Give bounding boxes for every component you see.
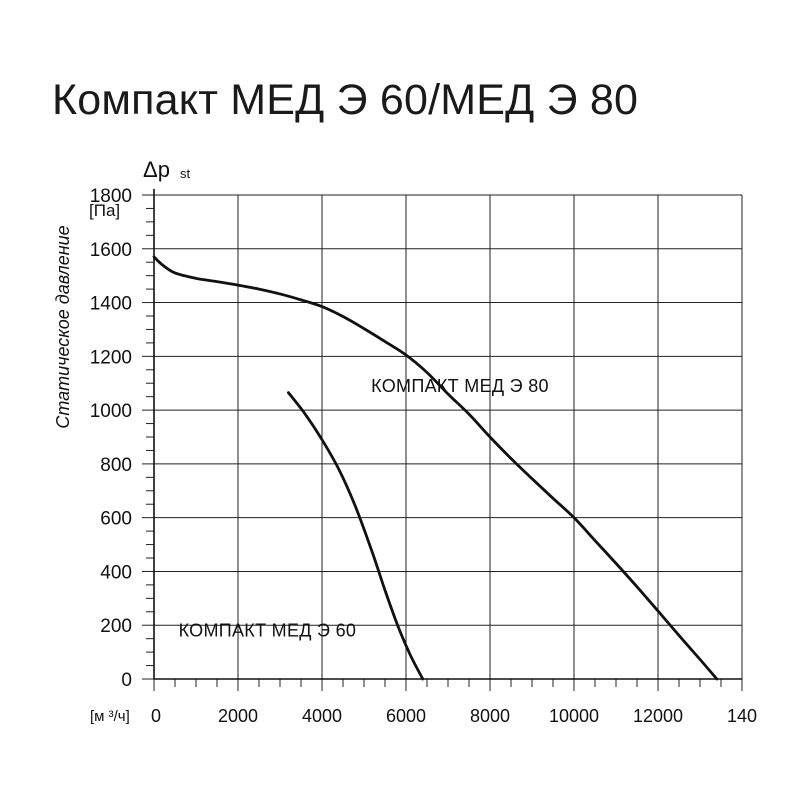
annotation-med-e80: КОМПАКТ МЕД Э 80 (371, 376, 549, 396)
x-tick-label: 6000 (386, 706, 426, 726)
y-axis-subscript: st (180, 166, 191, 181)
y-axis-symbol: Δp (143, 157, 170, 182)
y-tick-label: 1600 (90, 240, 132, 261)
series-annotations: КОМПАКТ МЕД Э 80 КОМПАКТ МЕД Э 60 (179, 376, 549, 641)
y-tick-label: 800 (100, 455, 132, 476)
y-axis-unit: [Па] (89, 201, 120, 220)
grid (154, 194, 743, 679)
y-tick-label: 400 (100, 562, 132, 583)
y-tick-label: 200 (100, 616, 132, 637)
axis-labels: Δp st [Па] Статическое давление [м ³/ч] (53, 157, 191, 725)
series-line-med-e60 (287, 391, 425, 681)
x-tick-label: 12000 (633, 706, 683, 726)
y-tick-label: 1000 (90, 401, 132, 422)
series-lines (152, 255, 719, 681)
series-line-med-e80 (152, 255, 719, 681)
minor-ticks (142, 194, 743, 691)
y-tick-label: 1400 (90, 294, 132, 315)
y-tick-label: 0 (121, 670, 132, 691)
x-axis-unit: [м ³/ч] (90, 708, 130, 725)
y-tick-label: 1800 (90, 186, 132, 207)
x-tick-label: 10000 (549, 706, 599, 726)
x-tick-label: 140 (727, 706, 757, 726)
y-axis-title: Статическое давление (53, 225, 73, 428)
page-title: Компакт МЕД Э 60/МЕД Э 80 (52, 76, 639, 124)
annotation-med-e60: КОМПАКТ МЕД Э 60 (179, 621, 357, 641)
y-tick-label: 600 (100, 509, 132, 530)
x-tick-label: 4000 (302, 706, 342, 726)
x-tick-label: 2000 (218, 706, 258, 726)
tick-labels: 0 200 400 600 800 1000 1200 1400 1600 1800 0 2000 40… (90, 186, 757, 726)
x-tick-label: 0 (151, 706, 161, 726)
x-tick-label: 8000 (470, 706, 510, 726)
y-tick-label: 1200 (90, 347, 132, 368)
axes (153, 189, 742, 680)
